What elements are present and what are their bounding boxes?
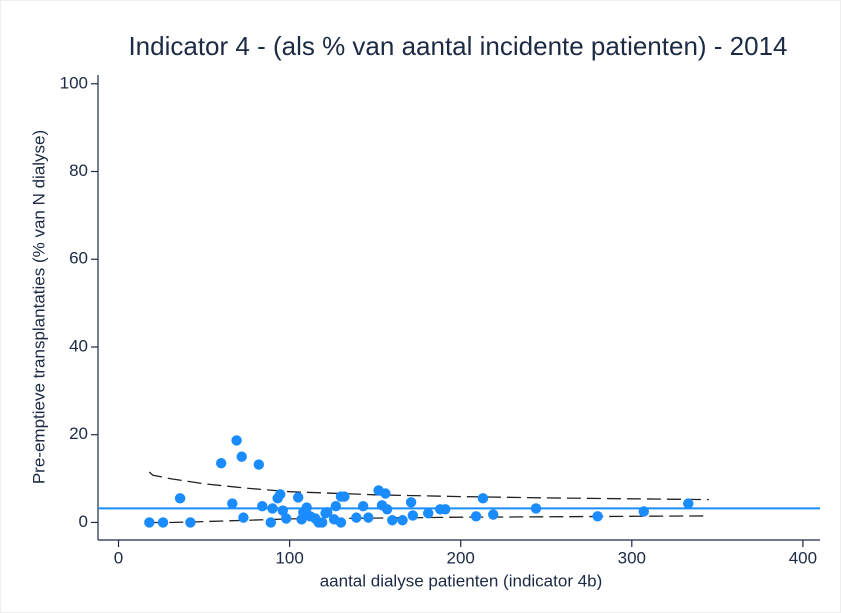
point: [257, 501, 268, 512]
x-axis-title: aantal dialyse patienten (indicator 4b): [320, 571, 603, 590]
x-tick-label: 200: [447, 548, 475, 567]
x-tick-label: 400: [789, 548, 817, 567]
y-tick-label: 20: [69, 424, 88, 443]
y-axis-title: Pre-emptieve transplantaties (% van N di…: [29, 130, 48, 484]
point: [387, 515, 398, 526]
point: [238, 512, 249, 523]
point: [407, 510, 419, 521]
y-tick-label: 80: [69, 161, 88, 180]
point: [267, 503, 278, 514]
point: [316, 517, 328, 528]
point: [339, 491, 350, 502]
point: [144, 517, 155, 528]
point: [363, 512, 374, 523]
point: [592, 511, 603, 522]
funnel-line: [148, 471, 709, 501]
point: [185, 517, 196, 528]
y-tick-label: 40: [69, 336, 88, 355]
point: [280, 513, 292, 524]
point: [530, 503, 542, 514]
point: [397, 515, 408, 526]
point: [330, 501, 342, 512]
point: [275, 489, 286, 500]
point: [236, 451, 247, 462]
point: [488, 509, 499, 520]
point: [322, 507, 333, 518]
point: [423, 508, 434, 519]
point: [381, 504, 393, 515]
point: [174, 493, 186, 504]
point: [335, 517, 347, 528]
point: [638, 506, 649, 517]
point: [253, 459, 265, 470]
x-tick-label: 100: [275, 548, 303, 567]
point: [440, 504, 451, 515]
point: [405, 497, 417, 508]
x-tick-label: 300: [618, 548, 646, 567]
point: [231, 435, 242, 446]
point: [477, 493, 489, 504]
y-tick-label: 100: [60, 73, 88, 92]
point: [470, 511, 482, 522]
point: [380, 488, 391, 499]
point: [292, 492, 304, 503]
point: [157, 517, 169, 528]
y-tick-label: 0: [79, 512, 88, 531]
y-tick-label: 60: [69, 249, 88, 268]
point: [301, 502, 312, 513]
chart-title: Indicator 4 - (als % van aantal incident…: [128, 31, 787, 61]
point: [277, 505, 288, 516]
point: [215, 458, 227, 469]
point: [227, 498, 238, 509]
point: [357, 501, 369, 512]
point: [265, 517, 277, 528]
x-tick-label: 0: [114, 548, 123, 567]
point: [683, 498, 694, 509]
point: [351, 512, 362, 523]
